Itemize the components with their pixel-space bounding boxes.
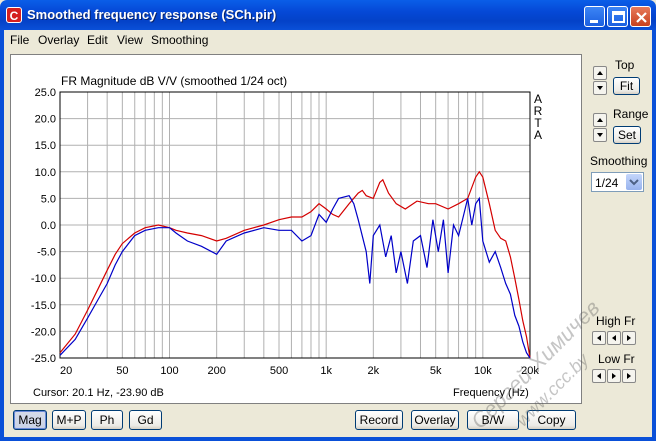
close-button[interactable]: [630, 6, 651, 27]
y-tick-label: 0.0: [41, 220, 56, 232]
arta-letter: A: [534, 92, 542, 106]
high-fr-right-button[interactable]: [622, 331, 636, 345]
gd-button[interactable]: Gd: [129, 410, 162, 430]
high-fr-left-button[interactable]: [592, 331, 606, 345]
y-tick-label: -25.0: [31, 353, 56, 365]
menu-smoothing[interactable]: Smoothing: [151, 33, 209, 47]
close-icon: [636, 12, 647, 23]
bw-button[interactable]: B/W: [467, 410, 519, 430]
y-tick-label: -20.0: [31, 326, 56, 338]
low-fr-mid-button[interactable]: [607, 369, 621, 383]
x-tick-label: 20k: [521, 365, 539, 377]
series-line-2: [59, 195, 531, 359]
window-title: Smoothed frequency response (SCh.pir): [27, 7, 277, 22]
arrow-left-icon: [597, 335, 601, 341]
cursor-readout: Cursor: 20.1 Hz, -23.90 dB: [33, 387, 164, 399]
menu-file[interactable]: File: [10, 33, 30, 47]
menu-overlay[interactable]: Overlay: [38, 33, 80, 47]
x-tick-label: 1k: [320, 365, 332, 377]
y-tick-label: 5.0: [41, 193, 56, 205]
top-down-button[interactable]: [593, 81, 607, 95]
arrow-down-icon: [597, 86, 603, 90]
x-tick-label: 10k: [474, 365, 492, 377]
x-tick-label: 500: [270, 365, 288, 377]
high-fr-label: High Fr: [596, 314, 636, 328]
chart-title: FR Magnitude dB V/V (smoothed 1/24 oct): [61, 74, 287, 88]
arrow-up-icon: [597, 118, 603, 122]
arrow-up-icon: [597, 71, 603, 75]
range-down-button[interactable]: [593, 128, 607, 142]
mag-button[interactable]: Mag: [13, 410, 47, 430]
arta-letter: R: [534, 104, 543, 118]
smoothing-label: Smoothing: [590, 154, 648, 168]
arrow-left-icon: [597, 373, 601, 379]
plot-frame: [59, 91, 531, 359]
chart-grid: [59, 91, 531, 359]
y-tick-label: 10.0: [35, 167, 56, 179]
series-line-1: [59, 170, 531, 359]
arta-letter: T: [534, 116, 542, 130]
top-label: Top: [615, 58, 635, 72]
window-frame-right: [652, 30, 656, 441]
smoothing-value: 1/24: [595, 176, 619, 190]
maximize-button[interactable]: [607, 6, 628, 27]
window-frame-bottom: [0, 437, 656, 441]
record-button[interactable]: Record: [355, 410, 403, 430]
y-tick-label: -10.0: [31, 273, 56, 285]
minimize-icon: [590, 20, 598, 23]
y-tick-label: -5.0: [37, 247, 56, 259]
top-up-button[interactable]: [593, 66, 607, 80]
y-tick-label: -15.0: [31, 300, 56, 312]
x-tick-labels: 20 50 100 200 500 1k 2k 5k 10k 20k: [60, 365, 539, 377]
title-bar[interactable]: C Smoothed frequency response (SCh.pir): [0, 0, 656, 30]
low-fr-label: Low Fr: [598, 352, 635, 366]
set-button[interactable]: Set: [613, 126, 641, 144]
smoothing-select[interactable]: 1/24: [591, 172, 644, 192]
plot-panel[interactable]: 25.0 20.0 15.0 10.0 5.0 0.0 -5.0 -10.0 -15.0 -20.…: [10, 54, 582, 404]
y-tick-labels: 25.0 20.0 15.0 10.0 5.0 0.0 -5.0 -10.0 -15.0 -20.…: [31, 87, 56, 365]
arrow-right-icon: [627, 373, 631, 379]
minimize-button[interactable]: [584, 6, 605, 27]
overlay-button[interactable]: Overlay: [411, 410, 459, 430]
window-frame-left: [0, 30, 4, 441]
app-icon[interactable]: C: [6, 7, 22, 23]
x-tick-label: 20: [60, 365, 72, 377]
maximize-icon: [612, 11, 625, 23]
arrow-right-icon: [612, 373, 616, 379]
x-tick-label: 5k: [430, 365, 442, 377]
x-tick-label: 2k: [368, 365, 380, 377]
y-tick-label: 15.0: [35, 140, 56, 152]
menu-bar: File Overlay Edit View Smoothing: [4, 30, 652, 50]
low-fr-right-button[interactable]: [622, 369, 636, 383]
menu-view[interactable]: View: [117, 33, 143, 47]
chart-series: [59, 170, 531, 359]
arrow-left-icon: [612, 335, 616, 341]
x-tick-label: 200: [207, 365, 225, 377]
mp-button[interactable]: M+P: [52, 410, 86, 430]
low-fr-left-button[interactable]: [592, 369, 606, 383]
ph-button[interactable]: Ph: [91, 410, 123, 430]
range-label: Range: [613, 107, 649, 121]
high-fr-mid-button[interactable]: [607, 331, 621, 345]
arrow-down-icon: [597, 133, 603, 137]
x-tick-label: 50: [116, 365, 128, 377]
copy-button[interactable]: Copy: [527, 410, 576, 430]
range-up-button[interactable]: [593, 113, 607, 127]
menu-edit[interactable]: Edit: [87, 33, 108, 47]
arta-letter: A: [534, 128, 542, 142]
fit-button[interactable]: Fit: [613, 77, 640, 95]
y-tick-label: 20.0: [35, 114, 56, 126]
frequency-response-chart[interactable]: 25.0 20.0 15.0 10.0 5.0 0.0 -5.0 -10.0 -15.0 -20.…: [11, 55, 583, 405]
arrow-right-icon: [627, 335, 631, 341]
y-tick-label: 25.0: [35, 87, 56, 99]
x-axis-label: Frequency (Hz): [453, 387, 529, 399]
x-tick-label: 100: [160, 365, 178, 377]
chevron-down-icon[interactable]: [626, 174, 642, 190]
